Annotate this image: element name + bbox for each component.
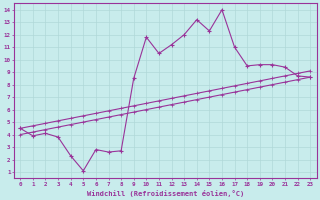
X-axis label: Windchill (Refroidissement éolien,°C): Windchill (Refroidissement éolien,°C): [87, 190, 244, 197]
